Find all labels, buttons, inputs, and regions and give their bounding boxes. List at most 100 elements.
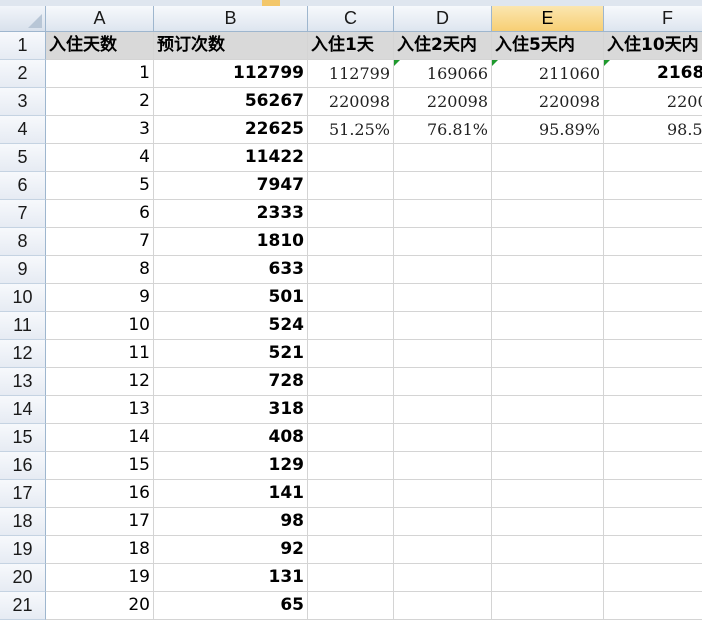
cell-d16[interactable] bbox=[394, 452, 492, 480]
cell-b13[interactable]: 728 bbox=[154, 368, 308, 396]
cell-a20[interactable]: 19 bbox=[46, 564, 154, 592]
cell-b18[interactable]: 98 bbox=[154, 508, 308, 536]
cell-e11[interactable] bbox=[492, 312, 604, 340]
cell-a9[interactable]: 8 bbox=[46, 256, 154, 284]
cell-d7[interactable] bbox=[394, 200, 492, 228]
cell-a11[interactable]: 10 bbox=[46, 312, 154, 340]
cell-b20[interactable]: 131 bbox=[154, 564, 308, 592]
cell-b21[interactable]: 65 bbox=[154, 592, 308, 620]
cell-b4[interactable]: 22625 bbox=[154, 116, 308, 144]
cell-f12[interactable] bbox=[604, 340, 702, 368]
cell-b19[interactable]: 92 bbox=[154, 536, 308, 564]
cell-a6[interactable]: 5 bbox=[46, 172, 154, 200]
cell-c8[interactable] bbox=[308, 228, 394, 256]
column-header-f[interactable]: F bbox=[604, 6, 702, 32]
row-header[interactable]: 14 bbox=[0, 396, 46, 424]
cell-e5[interactable] bbox=[492, 144, 604, 172]
cell-c3[interactable]: 220098 bbox=[308, 88, 394, 116]
cell-c9[interactable] bbox=[308, 256, 394, 284]
cell-a16[interactable]: 15 bbox=[46, 452, 154, 480]
cell-d4[interactable]: 76.81% bbox=[394, 116, 492, 144]
cell-a13[interactable]: 12 bbox=[46, 368, 154, 396]
column-header-d[interactable]: D bbox=[394, 6, 492, 32]
cell-a12[interactable]: 11 bbox=[46, 340, 154, 368]
row-header[interactable]: 17 bbox=[0, 480, 46, 508]
cell-c7[interactable] bbox=[308, 200, 394, 228]
cell-c18[interactable] bbox=[308, 508, 394, 536]
cell-c5[interactable] bbox=[308, 144, 394, 172]
cell-d8[interactable] bbox=[394, 228, 492, 256]
cell-f18[interactable] bbox=[604, 508, 702, 536]
cell-c1[interactable]: 入住1天 bbox=[308, 32, 394, 60]
cell-c15[interactable] bbox=[308, 424, 394, 452]
cell-a19[interactable]: 18 bbox=[46, 536, 154, 564]
cell-c10[interactable] bbox=[308, 284, 394, 312]
cell-e1[interactable]: 入住5天内 bbox=[492, 32, 604, 60]
cell-d1[interactable]: 入住2天内 bbox=[394, 32, 492, 60]
cell-f8[interactable] bbox=[604, 228, 702, 256]
column-header-b[interactable]: B bbox=[154, 6, 308, 32]
cell-e19[interactable] bbox=[492, 536, 604, 564]
cell-c2[interactable]: 112799 bbox=[308, 60, 394, 88]
row-header[interactable]: 8 bbox=[0, 228, 46, 256]
cell-e18[interactable] bbox=[492, 508, 604, 536]
cell-a5[interactable]: 4 bbox=[46, 144, 154, 172]
cell-b15[interactable]: 408 bbox=[154, 424, 308, 452]
cell-e9[interactable] bbox=[492, 256, 604, 284]
cell-e15[interactable] bbox=[492, 424, 604, 452]
cell-c16[interactable] bbox=[308, 452, 394, 480]
cell-d21[interactable] bbox=[394, 592, 492, 620]
cell-a21[interactable]: 20 bbox=[46, 592, 154, 620]
cell-e21[interactable] bbox=[492, 592, 604, 620]
cell-c11[interactable] bbox=[308, 312, 394, 340]
cell-c12[interactable] bbox=[308, 340, 394, 368]
cell-d14[interactable] bbox=[394, 396, 492, 424]
cell-d12[interactable] bbox=[394, 340, 492, 368]
cell-d6[interactable] bbox=[394, 172, 492, 200]
row-header[interactable]: 21 bbox=[0, 592, 46, 620]
cell-a10[interactable]: 9 bbox=[46, 284, 154, 312]
cell-f4[interactable]: 98.53% bbox=[604, 116, 702, 144]
cell-e6[interactable] bbox=[492, 172, 604, 200]
row-header[interactable]: 5 bbox=[0, 144, 46, 172]
row-header[interactable]: 3 bbox=[0, 88, 46, 116]
cell-d11[interactable] bbox=[394, 312, 492, 340]
cell-e8[interactable] bbox=[492, 228, 604, 256]
cell-d3[interactable]: 220098 bbox=[394, 88, 492, 116]
cell-b1[interactable]: 预订次数 bbox=[154, 32, 308, 60]
cell-c6[interactable] bbox=[308, 172, 394, 200]
row-header[interactable]: 9 bbox=[0, 256, 46, 284]
cell-a18[interactable]: 17 bbox=[46, 508, 154, 536]
row-header[interactable]: 16 bbox=[0, 452, 46, 480]
row-header[interactable]: 18 bbox=[0, 508, 46, 536]
cell-c19[interactable] bbox=[308, 536, 394, 564]
cell-f21[interactable] bbox=[604, 592, 702, 620]
cell-a1[interactable]: 入住天数 bbox=[46, 32, 154, 60]
cell-d20[interactable] bbox=[394, 564, 492, 592]
row-header[interactable]: 15 bbox=[0, 424, 46, 452]
cell-f16[interactable] bbox=[604, 452, 702, 480]
cell-b5[interactable]: 11422 bbox=[154, 144, 308, 172]
row-header[interactable]: 6 bbox=[0, 172, 46, 200]
cell-c4[interactable]: 51.25% bbox=[308, 116, 394, 144]
cell-a4[interactable]: 3 bbox=[46, 116, 154, 144]
cell-c17[interactable] bbox=[308, 480, 394, 508]
cell-f11[interactable] bbox=[604, 312, 702, 340]
column-header-e[interactable]: E bbox=[492, 6, 604, 32]
cell-a2[interactable]: 1 bbox=[46, 60, 154, 88]
cell-f6[interactable] bbox=[604, 172, 702, 200]
row-header[interactable]: 7 bbox=[0, 200, 46, 228]
cell-b3[interactable]: 56267 bbox=[154, 88, 308, 116]
column-header-c[interactable]: C bbox=[308, 6, 394, 32]
cell-c14[interactable] bbox=[308, 396, 394, 424]
cell-f17[interactable] bbox=[604, 480, 702, 508]
cell-f2[interactable]: 216861 bbox=[604, 60, 702, 88]
cell-f14[interactable] bbox=[604, 396, 702, 424]
cell-e12[interactable] bbox=[492, 340, 604, 368]
cell-b6[interactable]: 7947 bbox=[154, 172, 308, 200]
cell-e4[interactable]: 95.89% bbox=[492, 116, 604, 144]
cell-f7[interactable] bbox=[604, 200, 702, 228]
cell-b9[interactable]: 633 bbox=[154, 256, 308, 284]
cell-d18[interactable] bbox=[394, 508, 492, 536]
cell-e20[interactable] bbox=[492, 564, 604, 592]
